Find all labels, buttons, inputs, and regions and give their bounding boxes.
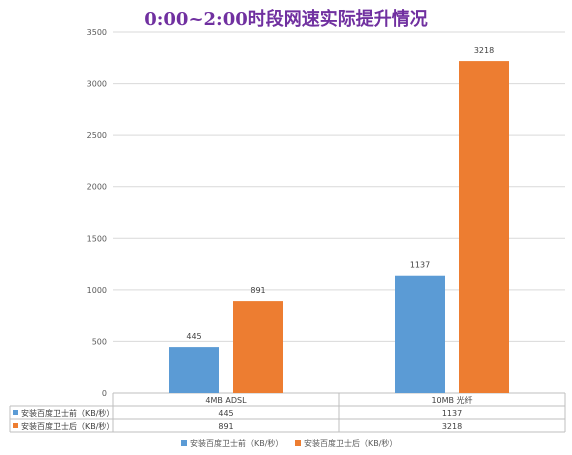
legend: 安装百度卫士前（KB/秒） 安装百度卫士后（KB/秒） (181, 438, 397, 448)
y-tick-label: 3500 (87, 28, 107, 37)
category-label: 10MB 光纤 (431, 395, 472, 405)
data-labels: 445 891 1137 3218 (186, 46, 494, 341)
y-tick-label: 2500 (87, 131, 107, 140)
legend-swatch (295, 440, 301, 446)
bar (169, 347, 219, 393)
y-tick-label: 3000 (87, 80, 107, 89)
legend-swatch (181, 440, 187, 446)
data-label: 3218 (474, 46, 494, 55)
y-axis-ticks: 0 500 1000 1500 2000 2500 3000 3500 (87, 28, 107, 398)
data-label: 891 (250, 286, 265, 295)
legend-label: 安装百度卫士后（KB/秒） (304, 438, 397, 448)
y-tick-label: 2000 (87, 183, 107, 192)
table-series-name: 安装百度卫士后（KB/秒） (21, 421, 114, 431)
y-tick-label: 500 (92, 337, 107, 346)
chart-title: 0:00~2:00时段网速实际提升情况 (144, 9, 428, 30)
table-cell-value: 3218 (442, 422, 462, 431)
category-label: 4MB ADSL (205, 396, 247, 405)
y-tick-label: 0 (102, 389, 107, 398)
table-legend-key (13, 410, 18, 415)
table-cell-value: 891 (218, 422, 233, 431)
y-tick-label: 1500 (87, 234, 107, 243)
data-label: 1137 (410, 261, 430, 270)
table-cell-value: 1137 (442, 409, 462, 418)
legend-label: 安装百度卫士前（KB/秒） (190, 438, 283, 448)
data-label: 445 (186, 332, 201, 341)
table-legend-key (13, 423, 18, 428)
bars (169, 61, 509, 394)
y-tick-label: 1000 (87, 286, 107, 295)
bar (459, 61, 509, 394)
table-cell-value: 445 (218, 409, 233, 418)
bar (395, 275, 445, 393)
table-series-name: 安装百度卫士前（KB/秒） (21, 408, 114, 418)
bar (233, 301, 283, 393)
